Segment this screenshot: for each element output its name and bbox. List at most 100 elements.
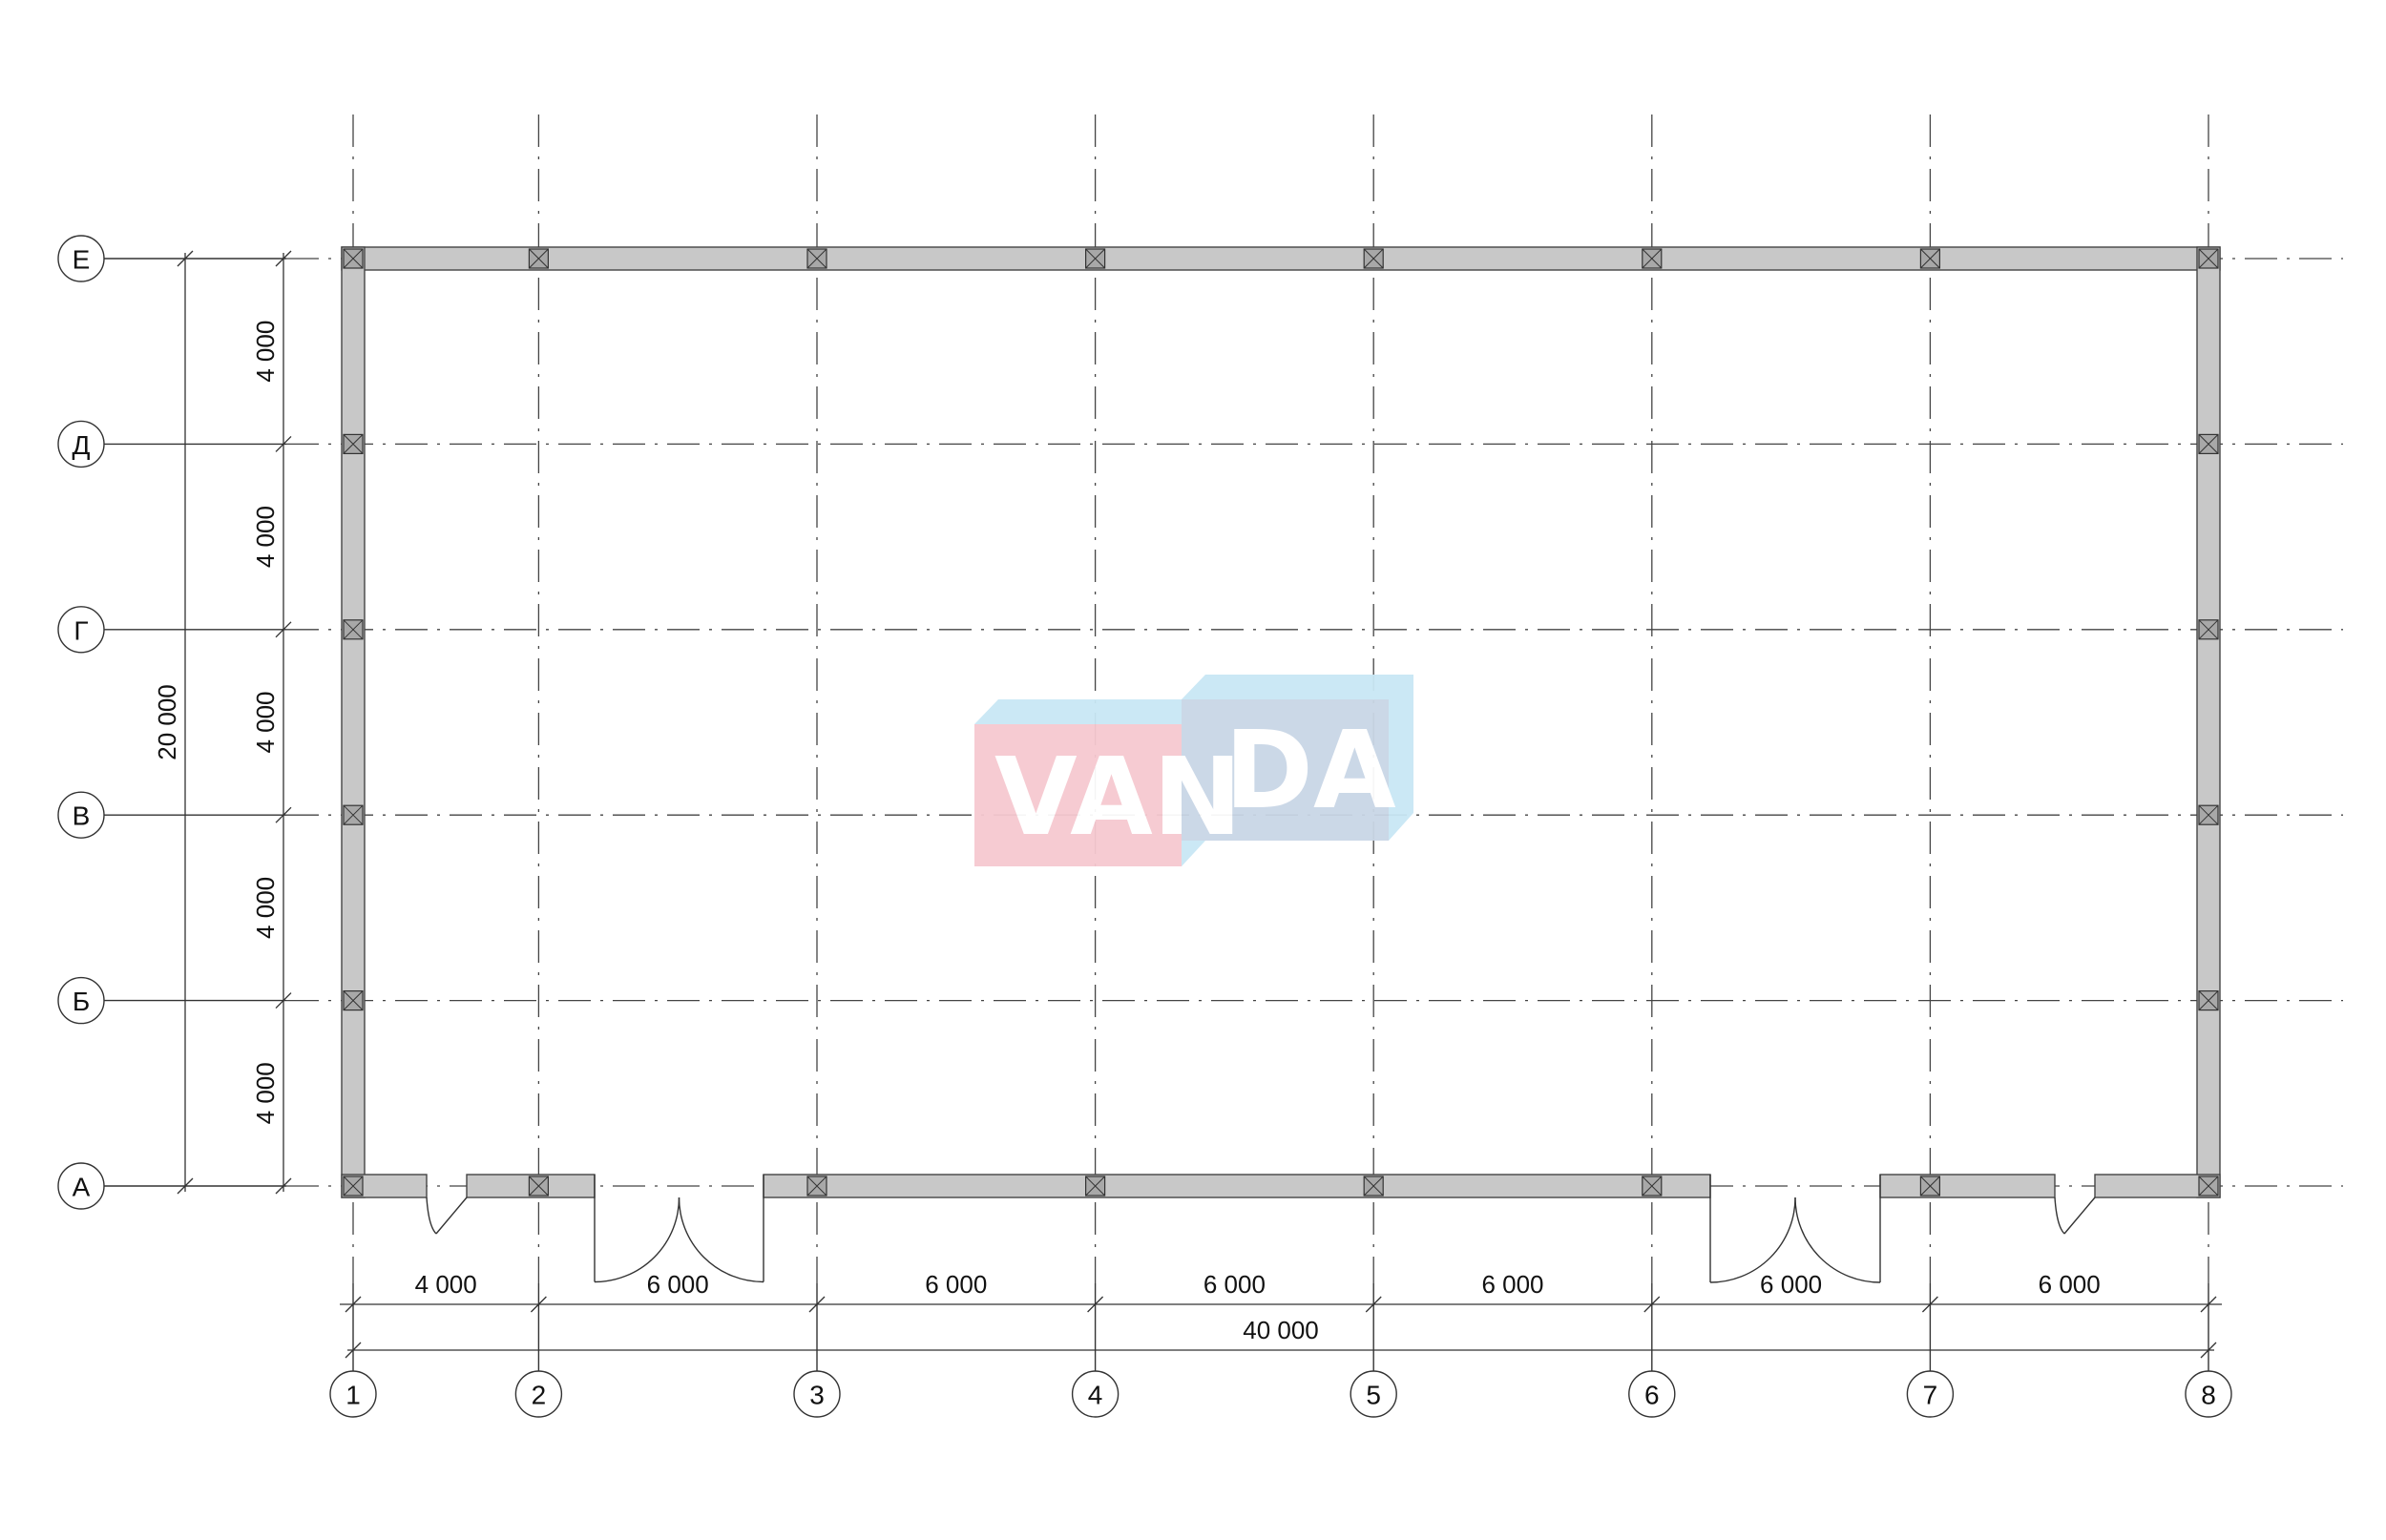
column xyxy=(2198,433,2219,454)
column-axis-label: 6 xyxy=(1644,1381,1660,1410)
column-cross-icon xyxy=(1642,1176,1663,1197)
column xyxy=(1363,1176,1384,1197)
dimension-tick xyxy=(2200,1296,2217,1313)
double-door xyxy=(594,1175,764,1283)
column xyxy=(2198,804,2219,825)
column-cross-icon xyxy=(343,990,364,1010)
column-axis-bubble: 1 xyxy=(329,1370,377,1418)
logo-back-bottom xyxy=(1182,841,1205,866)
column-axis-label: 5 xyxy=(1366,1381,1381,1410)
row-axis-bubble: Е xyxy=(57,235,105,282)
column xyxy=(1919,248,1941,269)
column-cross-icon xyxy=(1642,248,1663,269)
wall-right xyxy=(2196,246,2221,1198)
wall-bottom-segment xyxy=(1879,1174,2056,1198)
column-cross-icon xyxy=(2198,804,2219,825)
dimension-tick xyxy=(530,1296,547,1313)
column xyxy=(1642,248,1663,269)
column-spacing-label: 6 000 xyxy=(1203,1270,1266,1299)
column-cross-icon xyxy=(343,434,364,454)
column-cross-icon xyxy=(806,248,827,269)
row-axis-label: Д xyxy=(73,430,91,460)
column-spacing-label: 6 000 xyxy=(925,1270,987,1299)
column xyxy=(1084,248,1106,269)
column-spacing-label: 6 000 xyxy=(2039,1270,2101,1299)
dimension-tick xyxy=(275,806,292,823)
column-axis-bubble: 6 xyxy=(1628,1370,1676,1418)
logo-slate-block xyxy=(1182,699,1389,841)
column xyxy=(343,433,364,454)
row-axis-bubble: Д xyxy=(57,420,105,468)
bubble-circle xyxy=(793,1370,841,1418)
column-axis-label: 4 xyxy=(1088,1381,1103,1410)
column-cross-icon xyxy=(2198,990,2219,1010)
bubble-circle xyxy=(57,606,105,654)
column-axis-bubble: 5 xyxy=(1350,1370,1397,1418)
row-spacing-label: 4 000 xyxy=(251,321,280,383)
column xyxy=(2198,619,2219,640)
door-leaf xyxy=(2063,1197,2096,1235)
bubble-circle xyxy=(329,1370,377,1418)
walls xyxy=(341,246,2221,1198)
overall-depth-label: 20 000 xyxy=(153,684,181,760)
door-swing-arc-left xyxy=(1709,1197,1796,1283)
column-spacing-label: 6 000 xyxy=(1760,1270,1822,1299)
bubble-circle xyxy=(1628,1370,1676,1418)
column-axis-label: 8 xyxy=(2201,1381,2216,1410)
dimension-tick xyxy=(1087,1296,1104,1313)
row-axis-label: Б xyxy=(73,987,90,1016)
column-spacing-label: 6 000 xyxy=(1481,1270,1543,1299)
bubble-circle xyxy=(57,235,105,282)
vanda-watermark-logo: VAN DA xyxy=(974,675,1413,866)
column-cross-icon xyxy=(2198,1176,2219,1197)
dimension-tick xyxy=(2200,1342,2217,1359)
axis-bubbles: 1 2 3 4 5 6 7 8 А Б В Г Д Е xyxy=(57,235,2232,1418)
column-axis-label: 1 xyxy=(345,1381,361,1410)
column-axis-bubble: 8 xyxy=(2185,1370,2232,1418)
logo-letters-da: DA xyxy=(1224,709,1396,833)
logo-back-right xyxy=(1182,675,1413,841)
bubble-circle xyxy=(1350,1370,1397,1418)
row-spacing-label: 4 000 xyxy=(251,691,280,753)
door-swing-arc-left xyxy=(594,1197,680,1283)
column-cross-icon xyxy=(806,1176,827,1197)
column-cross-icon xyxy=(1085,248,1105,269)
dimension-tick xyxy=(275,621,292,638)
wall-bottom-segment xyxy=(763,1174,1711,1198)
row-axis-label: А xyxy=(73,1173,91,1202)
column-axis-label: 2 xyxy=(532,1381,547,1410)
column xyxy=(806,1176,827,1197)
dimension-tick xyxy=(177,1177,194,1195)
row-axis-label: Е xyxy=(73,245,91,275)
door-leaf xyxy=(435,1197,468,1235)
column-cross-icon xyxy=(343,1176,364,1197)
dimension-tick xyxy=(275,250,292,267)
door-swing-arc xyxy=(426,1197,437,1235)
column-cross-icon xyxy=(1920,248,1940,269)
column-spacing-label: 6 000 xyxy=(647,1270,709,1299)
dimension-tick xyxy=(275,1177,292,1195)
dimension-tick xyxy=(345,1342,362,1359)
bubble-circle xyxy=(57,1162,105,1210)
bubble-circle xyxy=(1071,1370,1120,1418)
door-swing-arc xyxy=(2054,1197,2065,1235)
column xyxy=(528,1176,550,1197)
column xyxy=(343,989,364,1011)
column xyxy=(1084,1176,1106,1197)
wall-top xyxy=(341,246,2221,271)
column xyxy=(2198,248,2219,269)
dimension-tick xyxy=(808,1296,826,1313)
column xyxy=(343,804,364,825)
single-door xyxy=(2054,1197,2096,1235)
columns xyxy=(343,248,2219,1197)
column-cross-icon xyxy=(1085,1176,1105,1197)
dimension-tick xyxy=(1921,1296,1938,1313)
column-cross-icon xyxy=(1363,1176,1384,1197)
bubble-circle xyxy=(57,976,105,1025)
bubble-circle xyxy=(57,420,105,468)
column-cross-icon xyxy=(1363,248,1384,269)
column-cross-icon xyxy=(2198,248,2219,269)
row-spacing-label: 4 000 xyxy=(251,506,280,568)
dimension-tick xyxy=(275,435,292,452)
